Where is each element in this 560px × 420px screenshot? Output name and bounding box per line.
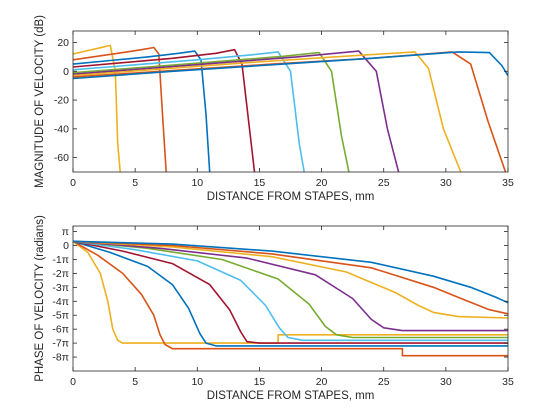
magnitude-xtick-label: 15 (254, 177, 266, 189)
magnitude-x-axis-label: DISTANCE FROM STAPES, mm (207, 191, 375, 203)
phase-xtick-label: 20 (316, 376, 328, 388)
magnitude-ytick-label: 20 (57, 37, 69, 49)
magnitude-ytick-label: -20 (54, 95, 69, 107)
phase-axes-box (72, 225, 509, 372)
magnitude-y-axis-label: MAGNITUDE OF VELOCITY (dB) (34, 15, 46, 188)
magnitude-series-line-1 (73, 44, 121, 172)
phase-series-line-6 (73, 240, 508, 339)
phase-ytick-label: -5π (52, 310, 69, 322)
magnitude-series-line-8 (73, 51, 462, 172)
phase-xtick-label: 5 (132, 376, 138, 388)
phase-series-line-1 (73, 240, 508, 344)
magnitude-ytick-label: -60 (54, 152, 69, 164)
magnitude-series-line-6 (73, 51, 350, 172)
phase-ytick-label: -4π (52, 296, 69, 308)
phase-series-group (73, 240, 508, 357)
magnitude-series-line-10 (73, 51, 508, 80)
phase-ytick-label: 0 (63, 240, 69, 252)
phase-series-line-3 (73, 240, 508, 347)
phase-series-line-5 (73, 240, 508, 342)
phase-xtick-label: 0 (70, 376, 76, 388)
magnitude-xtick-label: 5 (132, 177, 138, 189)
magnitude-ytick-label: -40 (54, 123, 69, 135)
magnitude-xtick-label: 10 (191, 177, 203, 189)
phase-y-axis-label: PHASE OF VELOCITY (radians) (34, 215, 46, 382)
magnitude-panel: 0 5 10 15 20 25 30 35 20 0 -20 -40 -60 DISTANCE FROM … (34, 15, 514, 203)
magnitude-series-line-5 (73, 51, 305, 172)
phase-ytick-label: -7π (52, 338, 69, 350)
magnitude-ytick-label: 0 (63, 66, 69, 78)
magnitude-axes-box (72, 30, 509, 173)
magnitude-xtick-label: 20 (316, 177, 328, 189)
magnitude-xtick-label: 25 (378, 177, 390, 189)
phase-series-line-10 (73, 240, 508, 304)
phase-ytick-label: -3π (52, 282, 69, 294)
phase-series-line-8 (73, 240, 508, 319)
magnitude-xtick-label: 0 (70, 177, 76, 189)
phase-series-line-4 (73, 240, 508, 344)
phase-x-axis-label: DISTANCE FROM STAPES, mm (207, 390, 375, 402)
magnitude-xtick-label: 35 (502, 177, 514, 189)
phase-series-line-7 (73, 240, 508, 332)
phase-ytick-label: -6π (52, 324, 69, 336)
phase-panel: 0 5 10 15 20 25 30 35 π 0 -1π -2π -3π -4π -5π -6π -7π -8π… (34, 215, 514, 402)
phase-xtick-label: 30 (440, 376, 452, 388)
magnitude-series-line-2 (73, 46, 167, 172)
magnitude-xtick-label: 30 (440, 177, 452, 189)
phase-xtick-label: 25 (378, 376, 390, 388)
phase-ytick-label: π (62, 226, 69, 238)
phase-series-line-2 (73, 240, 508, 357)
phase-xtick-label: 10 (191, 376, 203, 388)
magnitude-series-line-4 (73, 48, 256, 172)
magnitude-series-line-7 (73, 50, 400, 172)
magnitude-series-group (73, 44, 508, 172)
phase-ytick-label: -1π (52, 254, 69, 266)
phase-series-line-9 (73, 240, 508, 315)
phase-xtick-label: 15 (254, 376, 266, 388)
phase-ytick-label: -2π (52, 268, 69, 280)
magnitude-series-line-3 (73, 50, 211, 172)
phase-ytick-label: -8π (52, 352, 69, 364)
phase-xtick-label: 35 (502, 376, 514, 388)
